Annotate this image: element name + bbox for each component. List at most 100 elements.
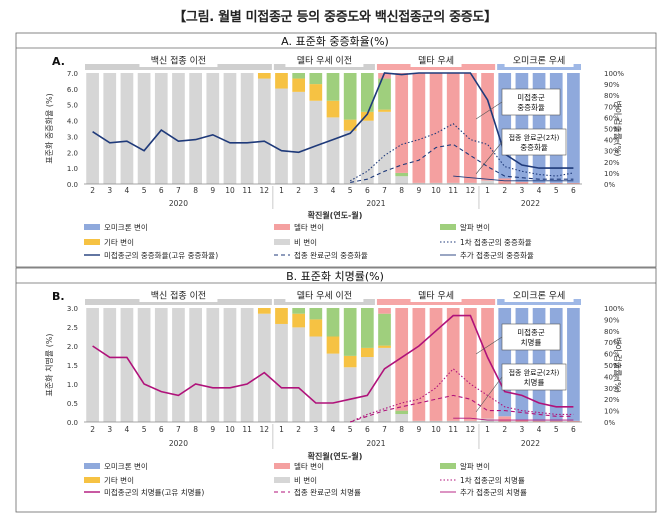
period-label-bg xyxy=(410,55,462,67)
bar-non xyxy=(395,176,409,184)
y-tick-label: 0.5 xyxy=(67,400,78,408)
bar-alpha xyxy=(292,308,306,314)
legend-swatch xyxy=(84,463,100,469)
bar-non xyxy=(429,420,443,422)
x-tick-label: 10 xyxy=(431,186,441,195)
period-label-bg xyxy=(139,55,218,67)
bar-other xyxy=(326,336,340,354)
x-year-label: 2020 xyxy=(169,199,188,208)
bar-alpha xyxy=(378,313,391,346)
x-tick-label: 1 xyxy=(279,186,284,195)
x-axis-title: 확진월(연도-월) xyxy=(308,451,363,461)
panel-title: B. 표준화 치명률(%) xyxy=(286,270,384,283)
legend-label: 미접종군의 중증화율(고유 중증화율) xyxy=(104,250,218,260)
annotation-text: 접종 완료군(2차) xyxy=(509,133,560,142)
bar-delta xyxy=(532,182,546,184)
x-tick-label: 2 xyxy=(502,186,507,195)
annotation-box xyxy=(501,88,561,116)
x-tick-label: 4 xyxy=(125,425,130,434)
period-label: 오미크론 우세 xyxy=(513,291,566,302)
legend-label: 알파 변이 xyxy=(460,461,490,471)
y2-tick-label: 30% xyxy=(604,385,620,393)
bar-delta xyxy=(481,308,494,419)
bar-non xyxy=(154,73,168,184)
legend-swatch xyxy=(274,224,290,230)
x-tick-label: 7 xyxy=(176,186,181,195)
bar-non xyxy=(223,73,237,184)
y2-tick-label: 40% xyxy=(604,137,620,145)
bar-non xyxy=(275,88,288,184)
bar-non xyxy=(446,182,460,184)
bar-delta xyxy=(429,308,443,421)
legend-label: 알파 변이 xyxy=(460,222,490,232)
y2-tick-label: 40% xyxy=(604,373,620,381)
x-tick-label: 2 xyxy=(502,425,507,434)
y-tick-label: 1.5 xyxy=(67,362,78,370)
bar-non xyxy=(120,73,134,184)
bar-non xyxy=(464,182,477,184)
legend-label: 접종 완료군의 치명률 xyxy=(294,487,361,497)
legend-swatch xyxy=(84,239,100,245)
x-tick-label: 7 xyxy=(382,425,387,434)
period-label: 델타 우세 이전 xyxy=(297,290,352,302)
legend-label: 추가 접종군의 중증화율 xyxy=(460,250,534,260)
x-tick-label: 3 xyxy=(313,425,318,434)
x-tick-label: 12 xyxy=(260,186,270,195)
y-tick-label: 2.0 xyxy=(67,343,78,351)
bar-non xyxy=(172,73,185,184)
bar-non xyxy=(154,308,168,422)
period-label: 백신 접종 이전 xyxy=(151,290,206,302)
x-tick-label: 1 xyxy=(485,186,490,195)
bar-non xyxy=(292,327,306,422)
bar-other xyxy=(360,111,374,121)
bar-alpha xyxy=(378,78,391,110)
bar-delta xyxy=(464,308,477,421)
bar-alpha xyxy=(343,73,357,120)
panel-title: A. 표준화 중증화율(%) xyxy=(281,35,389,48)
x-tick-label: 2 xyxy=(296,425,301,434)
x-axis-title: 확진월(연도-월) xyxy=(308,210,363,220)
y2-tick-label: 80% xyxy=(604,328,620,336)
bar-other xyxy=(309,84,323,101)
bar-non xyxy=(275,323,288,422)
annotation-leader xyxy=(475,376,503,413)
bar-delta xyxy=(378,308,391,314)
annotation-text: 중증화율 xyxy=(520,143,548,152)
y-tick-label: 5.0 xyxy=(67,102,78,110)
legend-label: 오미크론 변이 xyxy=(104,222,148,232)
y-axis-title: 표준화 중증화율 (%) xyxy=(45,93,54,163)
legend-label: 델타 변이 xyxy=(294,222,324,232)
y-tick-label: 4.0 xyxy=(67,118,78,126)
legend-swatch xyxy=(274,463,290,469)
bar-delta xyxy=(395,73,409,173)
x-tick-label: 3 xyxy=(313,186,318,195)
line-series xyxy=(349,368,574,423)
line-series xyxy=(349,123,574,182)
x-tick-label: 9 xyxy=(416,186,421,195)
x-tick-label: 7 xyxy=(382,186,387,195)
bar-non xyxy=(412,420,426,422)
x-year-label: 2020 xyxy=(169,439,188,448)
x-tick-label: 4 xyxy=(331,186,336,195)
y-tick-label: 2.0 xyxy=(67,149,78,157)
line-series xyxy=(92,72,574,169)
bar-alpha xyxy=(309,308,323,320)
bar-delta xyxy=(515,419,529,422)
bar-delta xyxy=(481,73,494,181)
y-tick-label: 0.0 xyxy=(67,419,78,427)
line-series xyxy=(92,314,574,408)
bar-non xyxy=(257,313,271,422)
x-tick-label: 5 xyxy=(554,425,559,434)
x-tick-label: 8 xyxy=(193,186,198,195)
x-tick-label: 5 xyxy=(554,186,559,195)
period-label-bg xyxy=(504,55,574,67)
period-label: 델타 우세 이전 xyxy=(297,55,352,67)
y2-tick-label: 0% xyxy=(604,181,615,189)
y2-tick-label: 20% xyxy=(604,159,620,167)
bar-alpha xyxy=(360,308,374,348)
legend-swatch xyxy=(84,477,100,483)
x-tick-label: 11 xyxy=(448,186,458,195)
bar-delta xyxy=(446,308,460,421)
bar-non xyxy=(206,73,220,184)
bar-non xyxy=(309,336,323,422)
